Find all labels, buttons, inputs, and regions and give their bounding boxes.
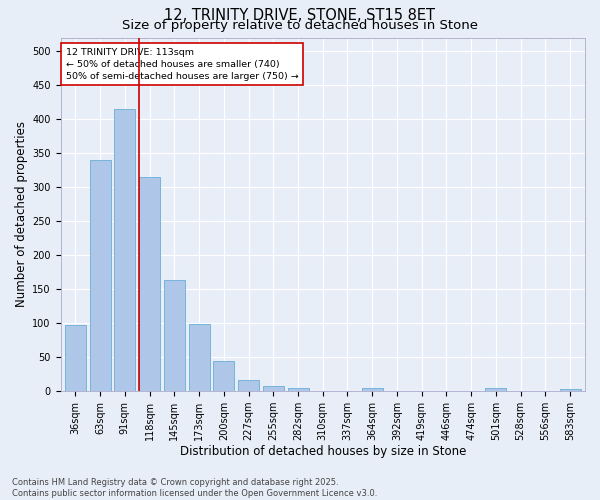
- Bar: [263, 386, 284, 391]
- Y-axis label: Number of detached properties: Number of detached properties: [15, 122, 28, 308]
- Text: Size of property relative to detached houses in Stone: Size of property relative to detached ho…: [122, 18, 478, 32]
- Bar: [213, 361, 235, 391]
- Bar: [287, 388, 308, 391]
- Bar: [164, 280, 185, 391]
- Text: Contains HM Land Registry data © Crown copyright and database right 2025.
Contai: Contains HM Land Registry data © Crown c…: [12, 478, 377, 498]
- Bar: [362, 388, 383, 391]
- Bar: [560, 389, 581, 391]
- Bar: [238, 380, 259, 391]
- Bar: [485, 388, 506, 391]
- Bar: [65, 325, 86, 391]
- Bar: [89, 160, 110, 391]
- Text: 12 TRINITY DRIVE: 113sqm
← 50% of detached houses are smaller (740)
50% of semi-: 12 TRINITY DRIVE: 113sqm ← 50% of detach…: [66, 48, 299, 80]
- Bar: [188, 324, 209, 391]
- Text: 12, TRINITY DRIVE, STONE, ST15 8ET: 12, TRINITY DRIVE, STONE, ST15 8ET: [164, 8, 436, 22]
- Bar: [139, 177, 160, 391]
- Bar: [115, 109, 136, 391]
- X-axis label: Distribution of detached houses by size in Stone: Distribution of detached houses by size …: [179, 444, 466, 458]
